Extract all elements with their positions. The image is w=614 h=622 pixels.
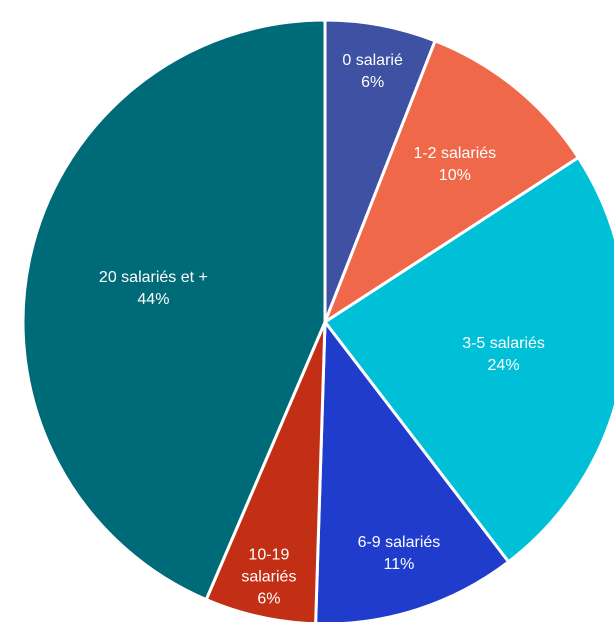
pie-label-0-salarie: 0 salarié 6% bbox=[342, 52, 403, 91]
pie-label-6-9-salaries: 6-9 salariés 11% bbox=[358, 534, 441, 573]
pie-slice-3-5-salaries bbox=[323, 156, 614, 564]
pie-slice-20-salaries-et bbox=[21, 18, 327, 602]
pie-labels: 0 salarié 6% 1-2 salariés 10% 3-5 salariés 24… bbox=[99, 52, 545, 608]
pie-label-1-2-salaries: 1-2 salariés 10% bbox=[413, 145, 496, 184]
pie-label-category: 10-19 bbox=[248, 547, 289, 564]
pie-label-category: 6-9 salariés bbox=[358, 534, 441, 551]
pie-label-category: salariés bbox=[241, 569, 296, 586]
pie-label-value: 10% bbox=[439, 167, 471, 184]
pie-label-value: 6% bbox=[257, 591, 280, 608]
pie-slice-6-9-salaries bbox=[314, 320, 511, 622]
pie-slice-1-2-salaries bbox=[323, 39, 580, 324]
pie-label-value: 24% bbox=[488, 357, 520, 374]
pie-label-3-5-salaries: 3-5 salariés 24% bbox=[462, 335, 545, 374]
pie-label-category: 3-5 salariés bbox=[462, 335, 545, 352]
pie-label-value: 6% bbox=[361, 74, 384, 91]
pie-slices bbox=[21, 18, 614, 622]
pie-label-value: 11% bbox=[384, 556, 415, 573]
pie-label-category: 1-2 salariés bbox=[413, 145, 496, 162]
pie-label-20-salaries-et: 20 salariés et + 44% bbox=[99, 269, 208, 308]
pie-label-category: 20 salariés et + bbox=[99, 269, 208, 286]
pie-label-10-19-salaries: 10-19 salariés 6% bbox=[241, 547, 296, 608]
pie-label-category: 0 salarié bbox=[342, 52, 403, 69]
pie-label-value: 44% bbox=[137, 291, 169, 308]
